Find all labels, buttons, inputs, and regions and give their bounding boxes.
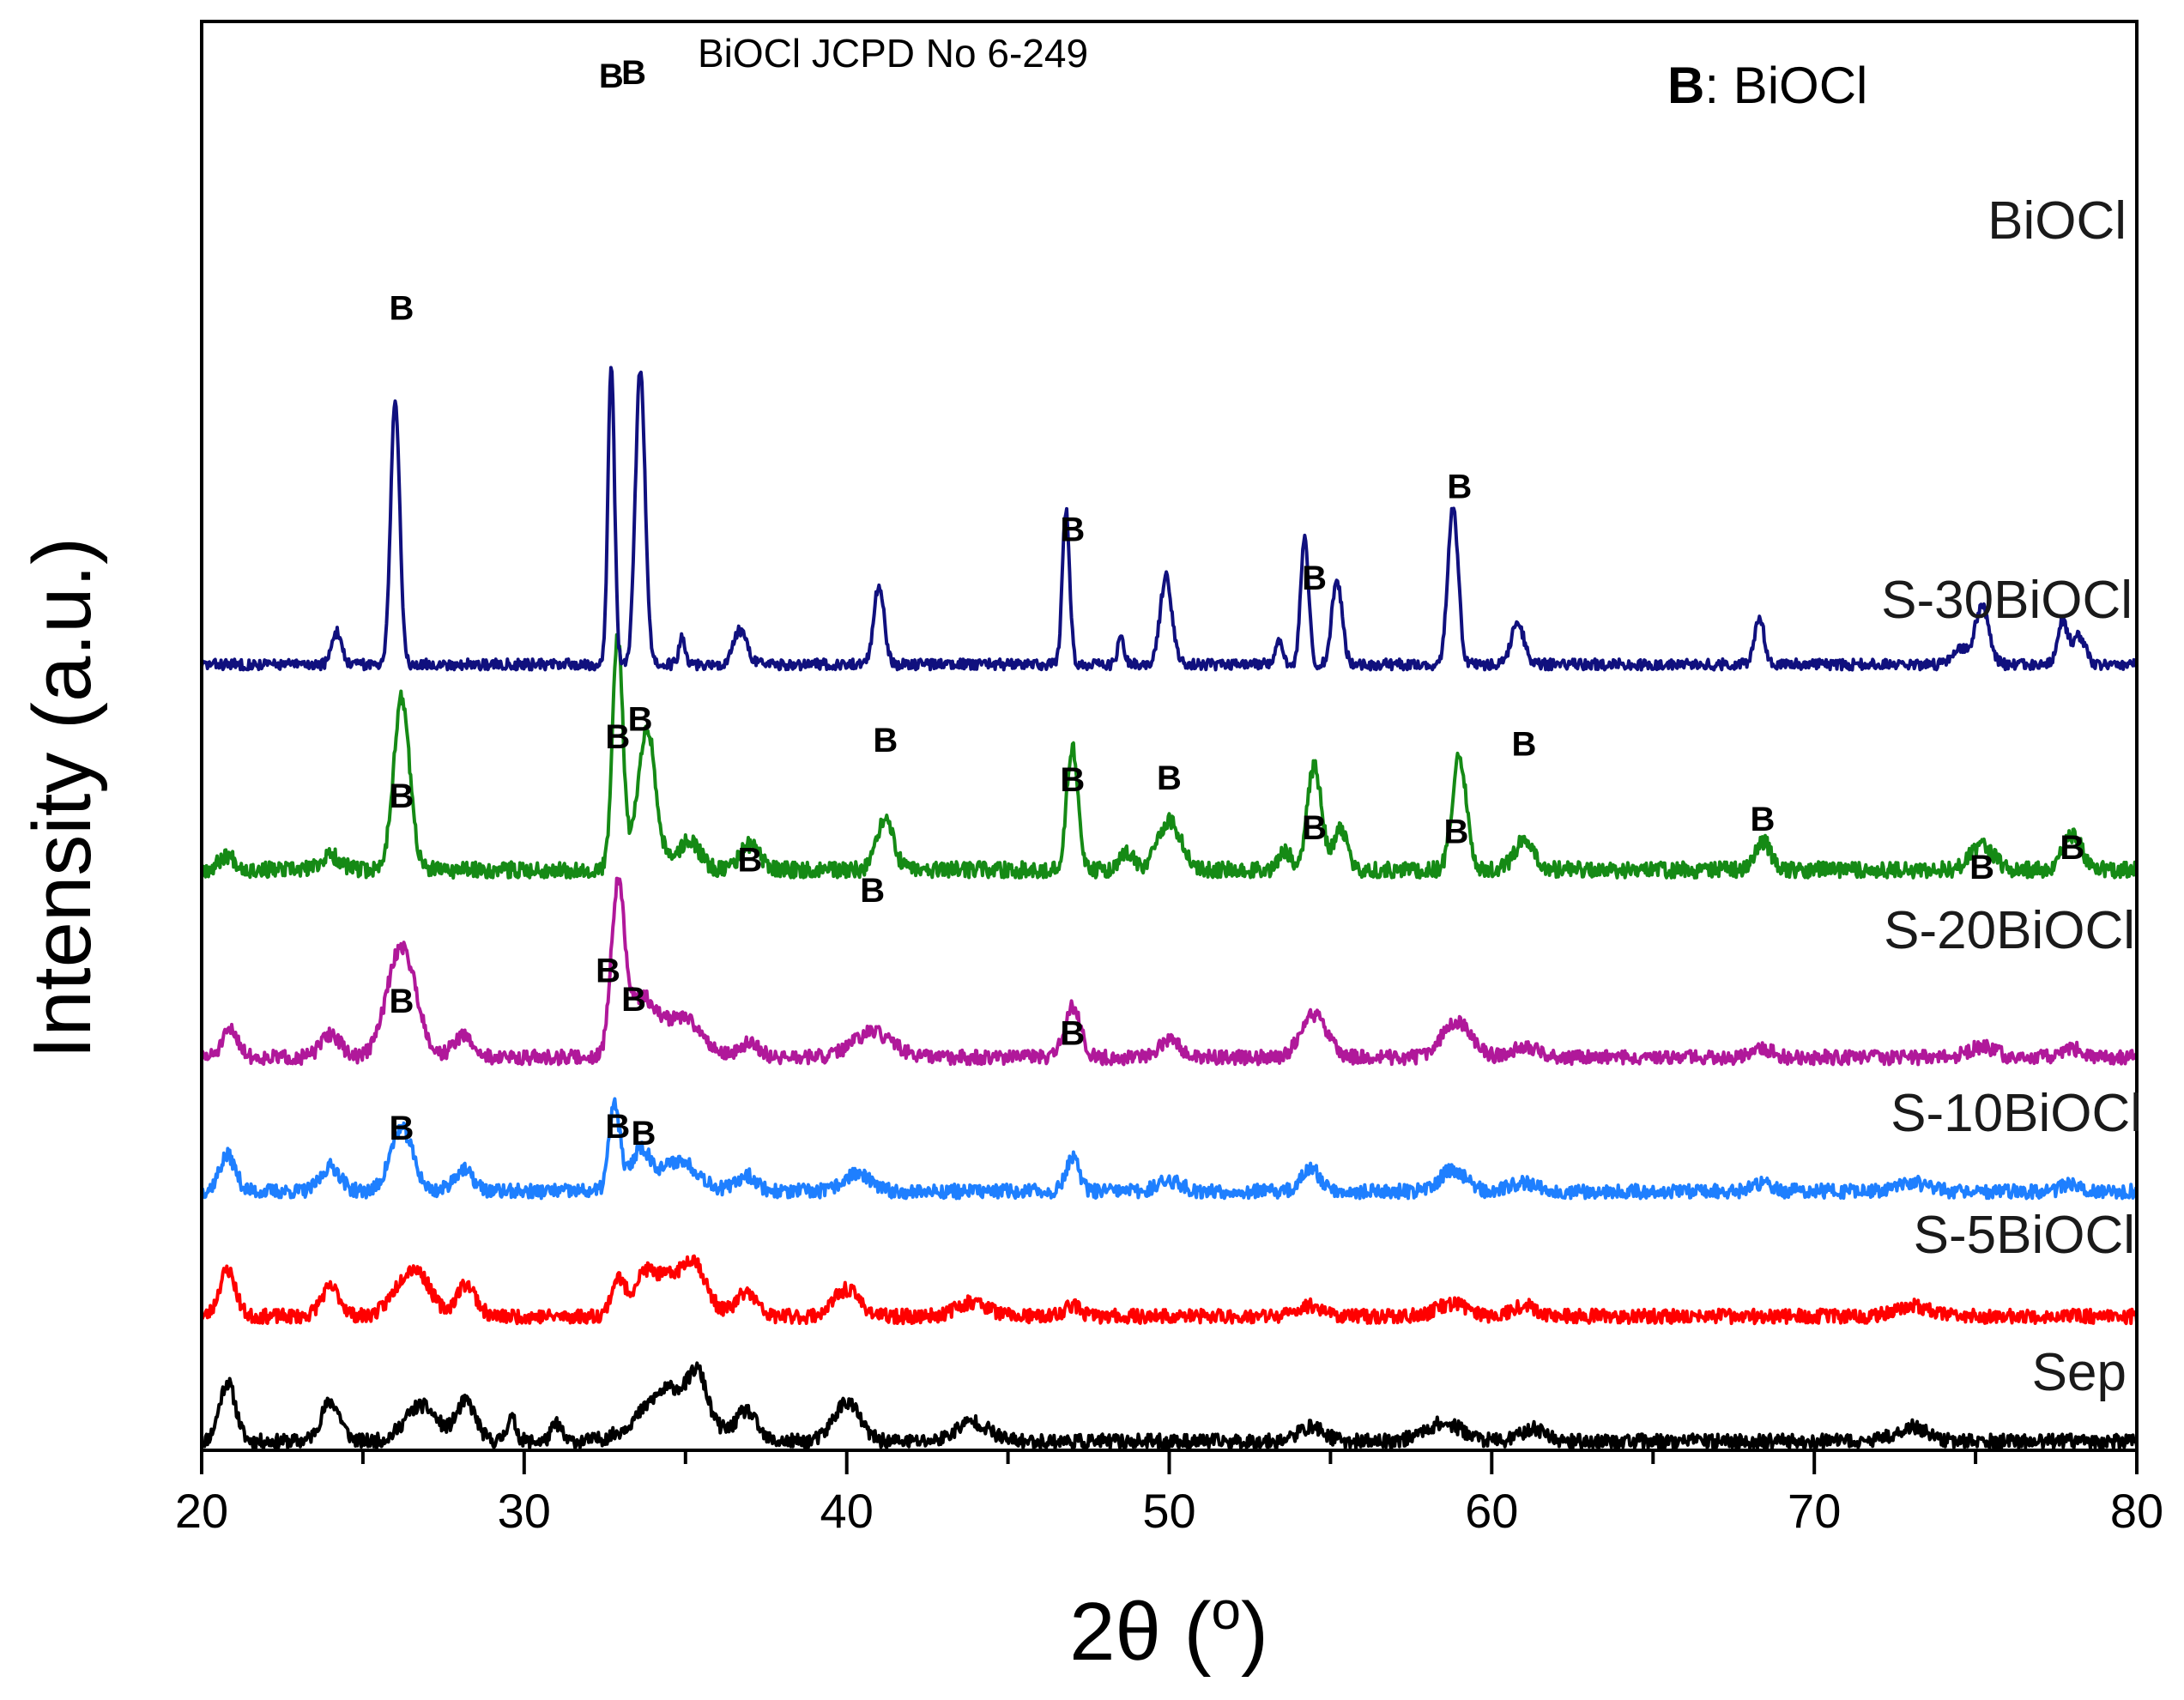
peak-marker: B — [390, 1110, 414, 1147]
peak-marker: B — [1302, 560, 1327, 597]
series-line-sep — [200, 1361, 2139, 1450]
series-label-s-10biocl: S-10BiOCl — [1891, 1084, 2142, 1143]
legend-key-text: : BiOCl — [1704, 57, 1867, 114]
peak-marker: B — [628, 700, 653, 738]
series-label-s-5biocl: S-5BiOCl — [1914, 1206, 2135, 1265]
x-tick-label: 80 — [2110, 1484, 2163, 1538]
peak-marker: B — [631, 1115, 656, 1152]
x-axis-title: 2θ (o) — [1069, 1582, 1268, 1678]
peak-marker: B — [1060, 1015, 1085, 1053]
legend-key: B: BiOCl — [1667, 57, 1867, 114]
series-line-s-20biocl — [200, 876, 2139, 1067]
peak-marker: B — [1060, 511, 1085, 549]
peak-marker: B — [860, 872, 885, 910]
x-tick-label: 60 — [1465, 1484, 1518, 1538]
series-line-s-10biocl — [200, 1097, 2139, 1201]
peak-marker: B — [605, 718, 630, 756]
series-layer — [200, 366, 2139, 1450]
x-axis-ticks: 20 30 40 50 60 70 80 — [175, 1450, 2163, 1538]
peak-marker: B — [1157, 759, 1182, 797]
series-label-s-20biocl: S-20BiOCl — [1884, 901, 2135, 960]
peak-marker: B — [605, 1108, 630, 1146]
x-tick-label: 20 — [175, 1484, 228, 1538]
series-label-sep: Sep — [2032, 1343, 2127, 1402]
x-axis-title-degree: o — [1211, 1582, 1240, 1641]
peak-marker: B — [1302, 809, 1327, 847]
peak-marker: B — [621, 54, 646, 92]
peak-marker: B — [621, 981, 646, 1019]
series-line-s-5biocl — [200, 1254, 2139, 1326]
annotation-jcpd: BiOCl JCPD No 6-249 — [698, 31, 1088, 76]
peak-marker: B — [599, 57, 624, 95]
x-tick-label: 40 — [820, 1484, 874, 1538]
peak-marker: B — [596, 953, 620, 990]
peak-marker: B — [1511, 725, 1536, 763]
peak-marker: B — [390, 290, 414, 328]
peak-marker: B — [2060, 829, 2084, 867]
peak-marker: B — [390, 983, 414, 1020]
peak-marker: B — [1444, 813, 1469, 850]
peak-marker: B — [1060, 761, 1085, 799]
peak-marker: B — [390, 777, 414, 815]
series-labels: Sep S-5BiOCl S-10BiOCl S-20BiOCl S-30BiO… — [1881, 191, 2142, 1402]
x-axis-title-close: ) — [1241, 1586, 1268, 1678]
legend-key-letter: B — [1667, 57, 1704, 114]
x-tick-label: 50 — [1142, 1484, 1195, 1538]
y-axis-title: Intensity (a.u.) — [16, 537, 108, 1059]
x-tick-label: 70 — [1788, 1484, 1841, 1538]
peak-marker: B — [737, 842, 762, 880]
x-tick-label: 30 — [498, 1484, 551, 1538]
series-label-biocl: BiOCl — [1987, 191, 2127, 251]
peak-marker: B — [1751, 801, 1776, 838]
peak-marker: B — [1447, 469, 1472, 506]
x-axis-title-main: 2θ ( — [1069, 1586, 1211, 1678]
series-line-biocl — [200, 366, 2139, 672]
series-label-s-30biocl: S-30BiOCl — [1881, 571, 2133, 630]
series-line-s-30biocl — [200, 632, 2139, 880]
peak-marker: B — [1969, 849, 1994, 886]
peak-marker: B — [873, 722, 898, 759]
